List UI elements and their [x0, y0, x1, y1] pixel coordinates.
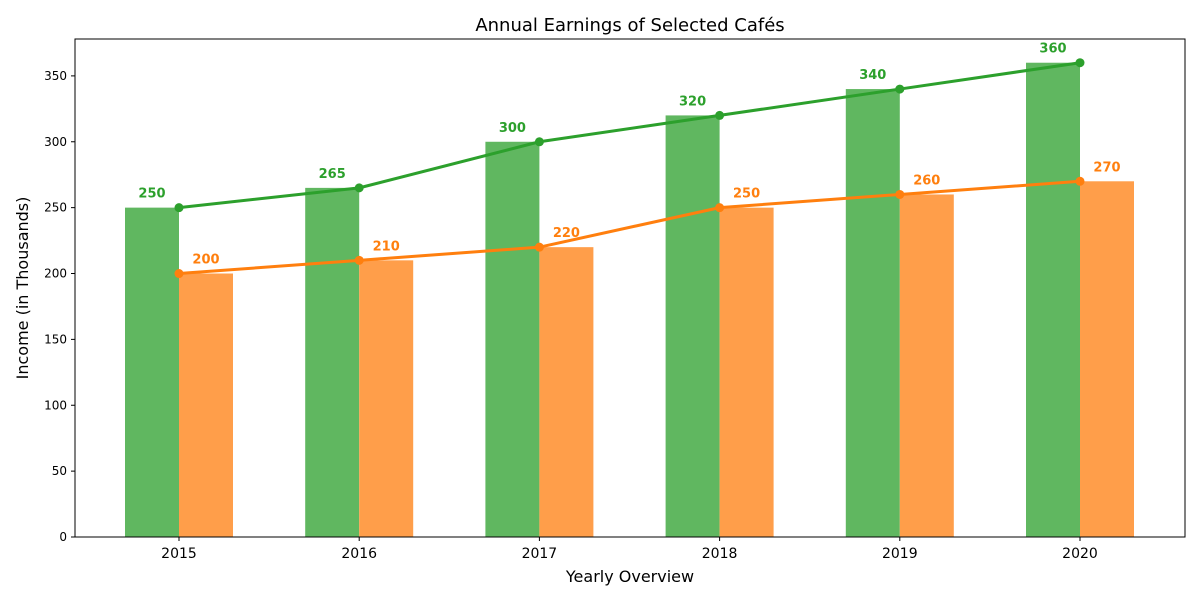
plot-frame [74, 38, 1186, 538]
bar-series1-2015 [125, 207, 179, 537]
bar-series1-2016 [305, 187, 360, 537]
y-tick-label: 0 [59, 530, 67, 544]
bar-series1-2020 [1026, 62, 1080, 537]
point-series2-2017 [534, 242, 544, 252]
point-series1-2015 [174, 203, 184, 213]
bar-series2-2019 [899, 194, 954, 537]
bar-series1-2019 [845, 89, 900, 538]
point-series1-2016 [354, 183, 364, 193]
data-label-series1-2016: 265 [319, 167, 346, 182]
point-series1-2020 [1075, 58, 1085, 68]
data-label-series1-2015: 250 [138, 187, 165, 202]
data-label-series2-2016: 210 [373, 239, 400, 254]
point-series2-2018 [715, 203, 725, 213]
bar-series2-2020 [1080, 181, 1134, 538]
x-axis: 2015 2016 2017 2018 2019 2020 [161, 537, 1098, 562]
line-series2 [178, 179, 1081, 276]
bar-series2-2015 [179, 273, 233, 537]
point-series2-2015 [174, 269, 184, 279]
bar-series2-2016 [359, 260, 414, 537]
y-tick-label: 300 [44, 135, 67, 149]
y-axis: 0 50 100 150 200 250 300 350 [44, 69, 75, 544]
data-label-series1-2019: 340 [859, 68, 886, 83]
y-tick-label: 100 [44, 398, 67, 412]
x-tick-label-2015: 2015 [161, 546, 197, 562]
x-tick-label-2016: 2016 [341, 546, 377, 562]
data-label-series2-2017: 220 [553, 226, 580, 241]
data-label-series1-2017: 300 [499, 121, 526, 136]
point-series1-2018 [715, 110, 725, 120]
x-tick-label-2018: 2018 [702, 546, 738, 562]
bar-series2-2018 [719, 207, 774, 537]
bars-layer [125, 62, 1134, 538]
data-label-series1-2020: 360 [1039, 42, 1066, 57]
y-tick-label: 200 [44, 267, 67, 281]
data-label-series1-2018: 320 [679, 94, 706, 109]
x-tick-label-2017: 2017 [522, 546, 558, 562]
y-tick-label: 50 [52, 464, 67, 478]
y-tick-label: 250 [44, 201, 67, 215]
y-tick-label: 350 [44, 69, 67, 83]
point-series2-2020 [1075, 176, 1085, 186]
bar-series2-2017 [539, 247, 594, 537]
bar-series1-2018 [665, 115, 720, 538]
y-tick-label: 150 [44, 332, 67, 346]
point-series1-2019 [895, 84, 905, 94]
point-series2-2019 [895, 189, 905, 199]
x-axis-title: Yearly Overview [565, 567, 694, 586]
point-series1-2017 [534, 137, 544, 147]
data-labels-layer: 250 265 300 320 340 360 200 210 220 250 260 270 [138, 42, 1120, 268]
data-label-series2-2020: 270 [1093, 160, 1120, 175]
x-tick-label-2019: 2019 [882, 546, 918, 562]
lines-layer [174, 58, 1085, 279]
data-label-series2-2019: 260 [913, 173, 940, 188]
chart-title: Annual Earnings of Selected Cafés [475, 15, 784, 36]
line-series1 [178, 61, 1081, 210]
point-series2-2016 [354, 255, 364, 265]
data-label-series2-2015: 200 [192, 253, 219, 268]
y-axis-title: Income (in Thousands) [13, 197, 32, 380]
bar-series1-2017 [485, 141, 540, 537]
x-tick-label-2020: 2020 [1062, 546, 1098, 562]
data-label-series2-2018: 250 [733, 187, 760, 202]
